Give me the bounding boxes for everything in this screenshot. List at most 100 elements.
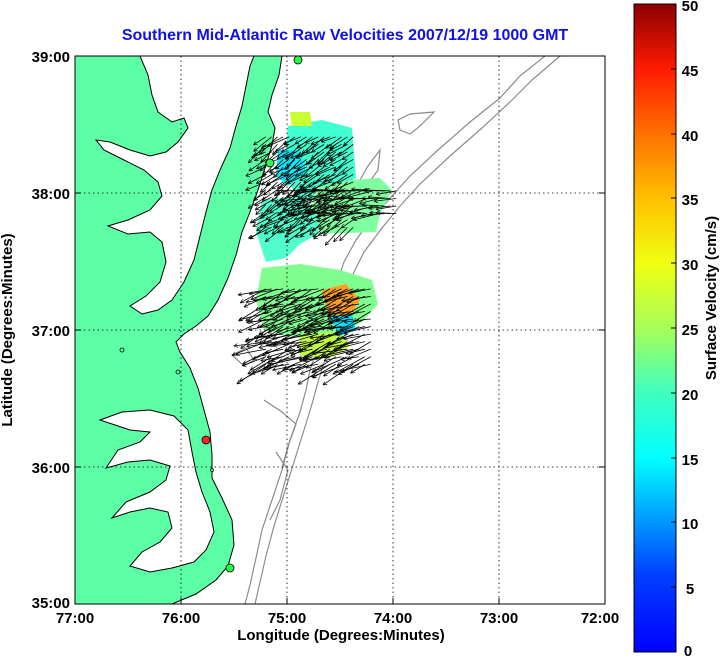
y-tick-label: 36:00 <box>32 460 70 477</box>
plot-area <box>75 56 605 604</box>
velocity-arrow <box>329 191 350 192</box>
velocity-arrow <box>321 288 342 298</box>
colorbar-label: Surface Velocity (cm/s) <box>703 216 720 380</box>
velocity-arrow <box>299 341 331 360</box>
colorbar-tick-labels: 50 45 40 35 30 25 20 15 10 5 0 <box>682 0 699 659</box>
velocity-arrow <box>322 303 360 310</box>
velocity-arrow <box>344 303 371 318</box>
velocity-arrow <box>255 196 272 207</box>
velocity-arrow <box>277 198 304 205</box>
velocity-arrow <box>236 348 266 355</box>
velocity-arrow <box>335 318 366 334</box>
velocity-arrow <box>346 348 366 354</box>
velocity-arrow <box>319 190 344 196</box>
velocity-arrow <box>336 303 366 320</box>
y-tick-label: 38:00 <box>32 186 70 203</box>
velocity-arrow <box>322 196 342 205</box>
colorbar-tick-label: 35 <box>682 192 699 209</box>
station-marker <box>293 56 303 65</box>
velocity-arrow <box>282 363 319 370</box>
velocity-arrow <box>294 159 307 168</box>
x-tick-label: 77:00 <box>56 610 94 627</box>
velocity-arrow <box>333 333 366 352</box>
station-marker <box>225 563 235 573</box>
velocity-arrow <box>349 288 371 294</box>
velocity-arrow <box>271 318 301 326</box>
velocity-arrow <box>306 166 319 177</box>
y-tick-label: 35:00 <box>32 595 70 612</box>
y-axis-label: Latitude (Degrees:Minutes) <box>0 233 16 426</box>
velocity-arrow <box>300 219 313 231</box>
velocity-arrow <box>302 219 319 229</box>
x-tick-label: 73:00 <box>480 610 518 627</box>
velocity-arrow <box>323 363 342 376</box>
station-marker <box>201 435 211 445</box>
y-tick-label: 39:00 <box>32 49 70 66</box>
velocity-arrow <box>334 226 348 242</box>
colorbar-tick-label: 15 <box>682 452 699 469</box>
velocity-arrow <box>254 189 272 200</box>
colorbar-tick-label: 30 <box>682 257 699 274</box>
velocity-arrow <box>323 341 360 349</box>
velocity-arrow <box>312 219 331 231</box>
velocity-arrow <box>321 136 336 142</box>
velocity-arrow <box>311 136 331 144</box>
velocity-arrow <box>288 181 302 196</box>
velocity-arrow <box>302 198 327 200</box>
velocity-arrow <box>332 213 356 220</box>
station-markers <box>201 56 303 573</box>
velocity-arrow <box>312 363 336 378</box>
velocity-arrow <box>260 219 278 227</box>
velocity-arrow <box>313 348 348 353</box>
velocity-arrow <box>294 288 325 301</box>
velocity-arrow <box>268 136 290 147</box>
velocity-arrow <box>274 166 284 178</box>
velocity-arrow <box>326 136 342 149</box>
velocity-arrow <box>354 205 379 210</box>
velocity-arrow <box>285 144 307 159</box>
velocity-arrow <box>308 151 325 164</box>
pamlico-sound <box>98 409 215 573</box>
velocity-arrow <box>285 226 301 237</box>
velocity-arrow <box>280 303 307 314</box>
velocity-arrow <box>273 341 307 346</box>
velocity-arrow <box>264 181 278 195</box>
velocity-arrow <box>283 136 301 144</box>
land-islands <box>119 347 214 472</box>
velocity-arrow <box>338 144 354 155</box>
velocity-arrow <box>281 144 296 152</box>
x-tick-label: 72:00 <box>581 610 619 627</box>
velocity-arrow <box>240 288 266 303</box>
velocity-arrow <box>305 205 327 211</box>
velocity-arrow <box>275 159 290 169</box>
velocity-arrow <box>342 151 354 160</box>
velocity-arrow <box>335 219 348 227</box>
velocity-arrow <box>282 151 296 157</box>
velocity-arrow <box>324 356 342 361</box>
velocity-arrow <box>333 159 354 170</box>
velocity-arrow <box>328 311 354 315</box>
velocity-arrow <box>350 341 371 355</box>
velocity-arrow <box>308 205 333 214</box>
velocity-arrow <box>264 303 296 310</box>
grid-lines <box>75 56 605 604</box>
velocity-arrow <box>256 204 267 215</box>
velocity-arrow <box>335 363 371 372</box>
velocity-arrow <box>287 214 309 215</box>
velocity-arrow <box>342 166 354 174</box>
velocity-arrow <box>261 136 284 149</box>
velocity-arrow <box>275 219 296 228</box>
velocity-arrow <box>306 348 336 368</box>
velocity-arrow <box>254 136 272 152</box>
velocity-arrow <box>248 226 272 238</box>
velocity-arrow <box>279 356 296 362</box>
y-tick-label: 37:00 <box>32 323 70 340</box>
velocity-arrow <box>253 136 267 145</box>
velocity-arrow <box>246 341 278 347</box>
velocity-arrow <box>325 166 342 181</box>
velocity-arrow <box>281 288 319 293</box>
velocity-arrow <box>368 197 391 199</box>
velocity-arrow <box>305 136 319 143</box>
velocity-arrow <box>323 219 342 236</box>
velocity-arrow <box>271 348 301 361</box>
